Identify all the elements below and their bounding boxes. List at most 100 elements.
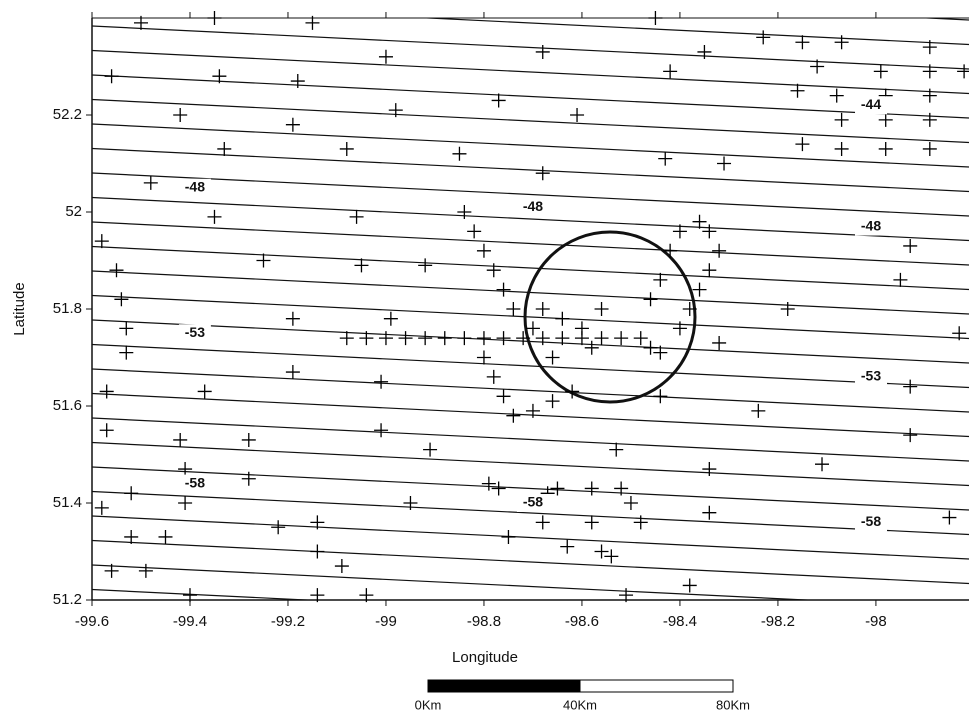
station-marker: [374, 374, 389, 389]
station-marker: [173, 108, 188, 122]
station-marker: [780, 302, 795, 316]
station-marker: [383, 311, 398, 326]
station-marker: [584, 340, 599, 355]
station-marker: [957, 64, 969, 79]
station-marker: [594, 544, 609, 559]
station-marker: [388, 103, 403, 118]
y-tick-label: 51.4: [53, 494, 82, 511]
contour-line: [92, 196, 969, 242]
station-marker: [501, 529, 516, 544]
station-marker: [756, 30, 771, 45]
station-marker: [903, 379, 918, 394]
station-marker: [633, 515, 648, 530]
station-marker: [663, 243, 678, 258]
station-marker: [359, 331, 374, 346]
station-marker: [560, 539, 575, 554]
station-marker: [795, 137, 810, 152]
station-marker: [663, 64, 678, 79]
station-marker: [114, 292, 129, 307]
station-marker: [878, 141, 893, 156]
station-marker: [653, 389, 668, 404]
y-axis-label: Latitude: [11, 282, 28, 335]
contour-line: [92, 270, 969, 315]
x-tick-label: -99: [375, 613, 397, 630]
contour-line: [92, 564, 819, 600]
contour-line: [92, 441, 969, 487]
contour-line: [92, 49, 969, 95]
contour-label: -53: [861, 368, 881, 384]
station-marker: [692, 282, 707, 297]
station-marker: [197, 384, 212, 399]
station-marker: [570, 108, 585, 122]
y-tick-label: 51.2: [53, 591, 82, 608]
station-marker: [452, 146, 467, 161]
contour-line: [92, 417, 969, 462]
station-marker: [565, 384, 580, 399]
station-marker: [614, 331, 629, 346]
scale-bar-black: [427, 679, 581, 693]
station-marker: [702, 505, 717, 520]
station-marker: [241, 432, 256, 447]
contour-line: [92, 172, 969, 217]
station-marker: [457, 205, 472, 219]
contour-line: [92, 98, 969, 144]
station-marker: [525, 321, 540, 336]
station-marker: [99, 423, 114, 438]
station-marker: [104, 563, 119, 578]
station-marker: [217, 141, 232, 156]
station-marker: [138, 563, 153, 578]
station-marker: [271, 520, 286, 535]
station-marker: [643, 340, 658, 355]
station-marker: [702, 462, 717, 477]
station-marker: [922, 112, 937, 127]
station-marker: [878, 112, 893, 127]
station-marker: [496, 389, 511, 404]
contour-line: [92, 614, 969, 657]
scale-label: 80Km: [716, 697, 750, 712]
station-marker: [457, 331, 472, 346]
contour-line: [92, 539, 969, 585]
station-marker: [795, 35, 810, 50]
contour-line: [915, 18, 969, 21]
station-marker: [398, 331, 413, 346]
station-marker: [467, 224, 482, 239]
station-marker: [212, 69, 227, 84]
contour-line: [92, 294, 969, 340]
contour-line: [92, 588, 319, 600]
station-marker: [437, 331, 452, 346]
contour-label-bg: [178, 474, 211, 493]
x-tick-label: -98.2: [761, 613, 795, 630]
station-marker: [491, 481, 506, 496]
scale-label: 0Km: [415, 697, 442, 712]
contour-label: -48: [523, 198, 543, 214]
station-marker: [109, 263, 124, 278]
station-marker: [486, 369, 501, 384]
station-marker: [173, 432, 188, 447]
station-marker: [594, 331, 609, 346]
station-marker: [535, 331, 550, 346]
range-circle: [523, 230, 697, 404]
contour-label-bg: [516, 494, 549, 512]
station-marker: [712, 243, 727, 258]
x-tick-label: -99.4: [173, 613, 207, 630]
station-marker: [418, 331, 433, 346]
contour-label: -48: [185, 178, 205, 194]
station-marker: [922, 141, 937, 156]
station-marker: [834, 35, 849, 50]
station-marker: [359, 588, 374, 603]
station-marker: [922, 40, 937, 55]
station-marker: [207, 11, 222, 25]
station-marker: [712, 335, 727, 350]
station-marker: [310, 588, 325, 603]
contour-label-bg: [178, 324, 211, 343]
x-tick-label: -99.2: [271, 613, 305, 630]
station-marker: [285, 365, 300, 380]
contour-line: [92, 392, 969, 438]
station-marker: [491, 93, 506, 108]
contour-line: [92, 639, 969, 682]
station-marker: [653, 272, 668, 287]
station-marker: [550, 481, 565, 496]
station-marker: [535, 302, 550, 316]
station-marker: [584, 515, 599, 530]
